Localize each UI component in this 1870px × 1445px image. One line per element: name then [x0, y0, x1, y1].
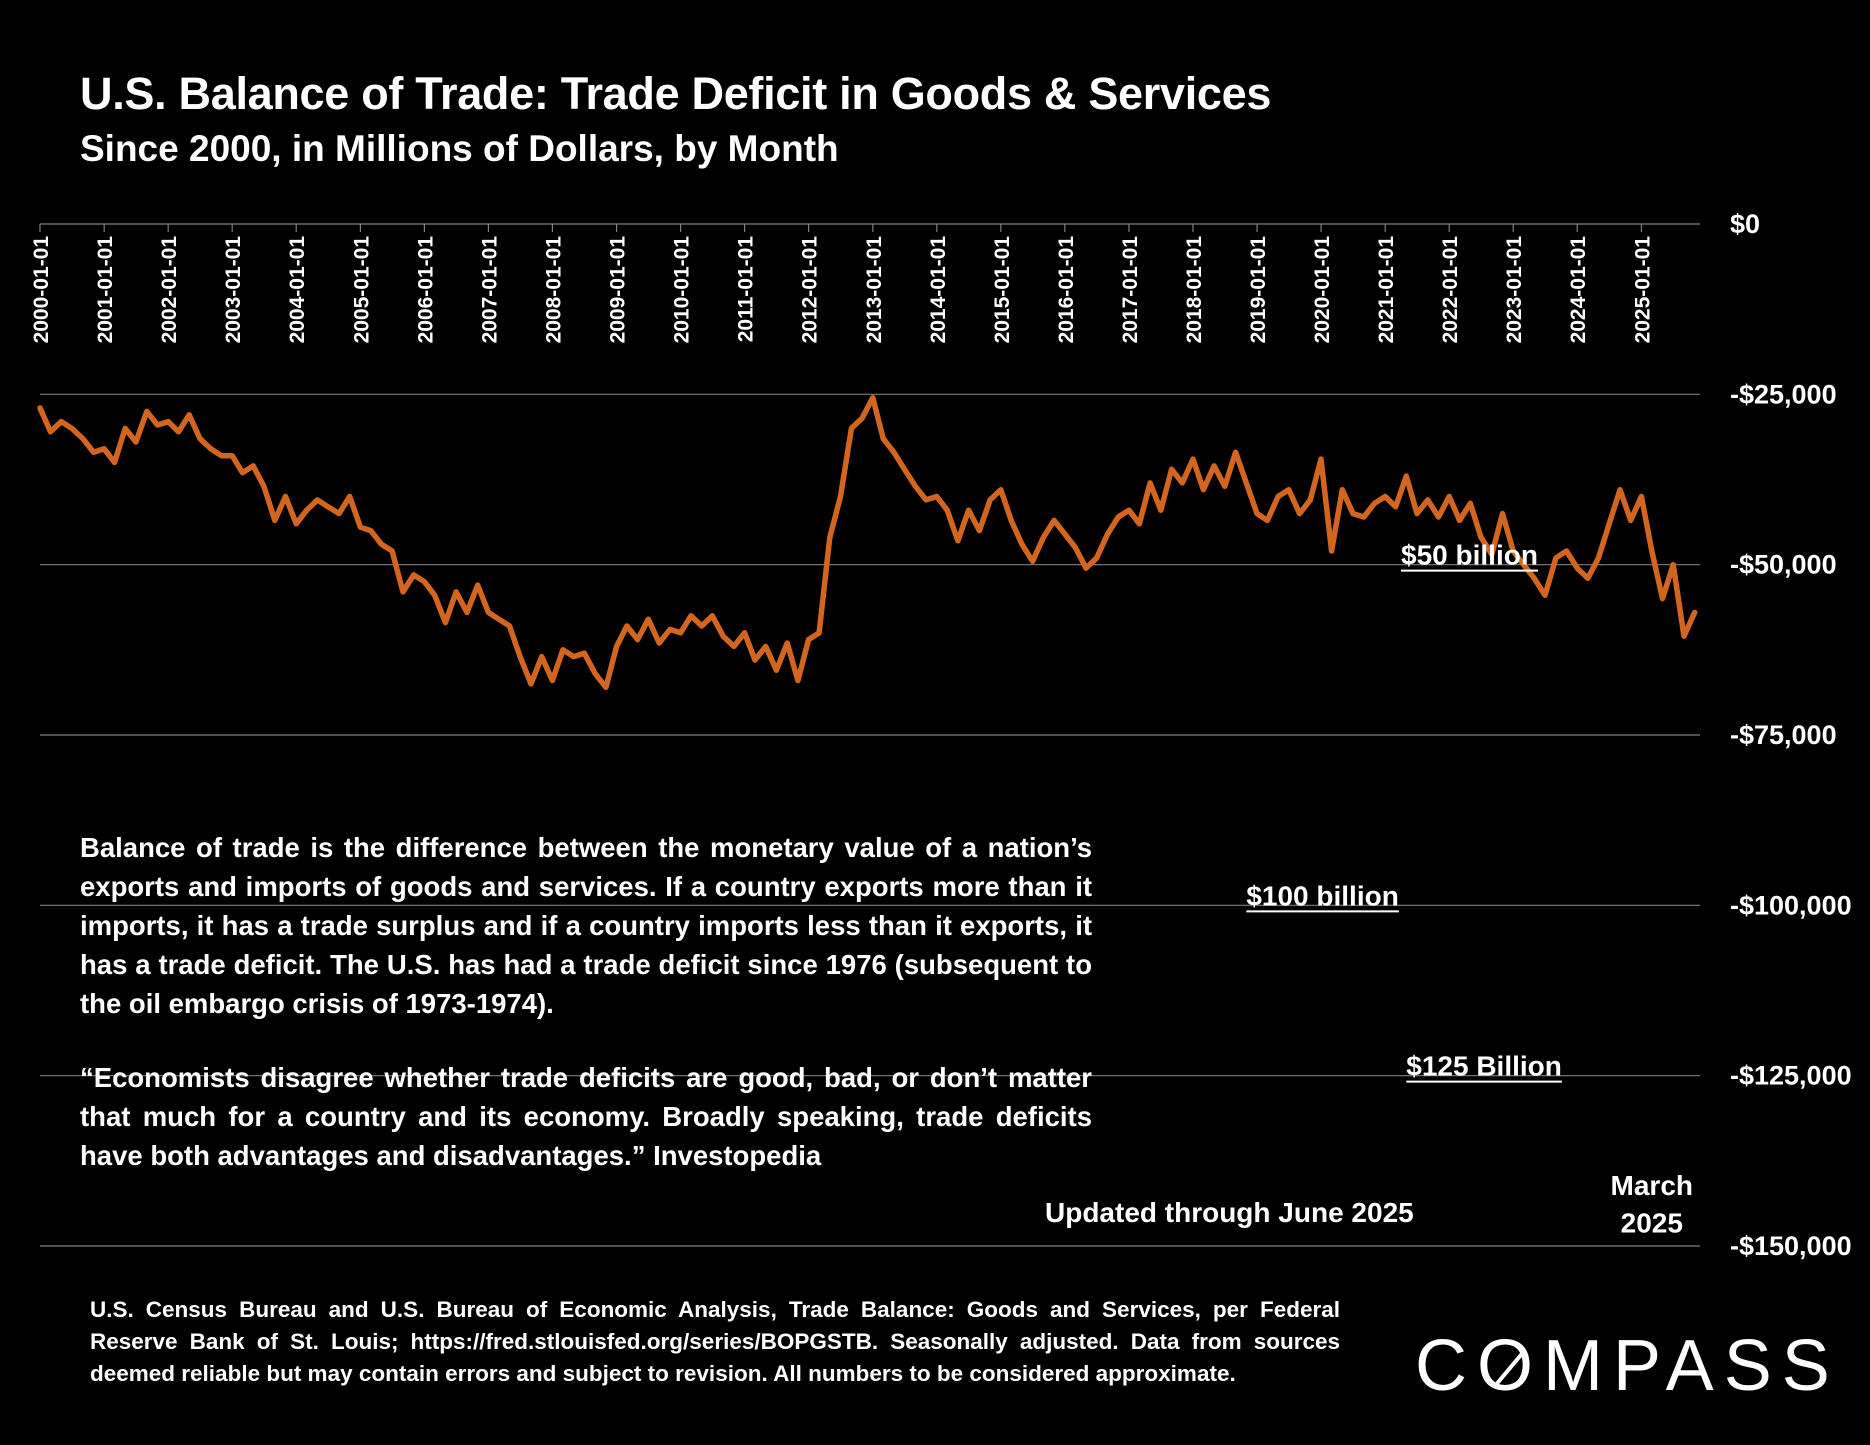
annotation-label: 2025	[1621, 1207, 1683, 1238]
y-tick-label: $0	[1730, 209, 1760, 239]
x-tick-label: 2004-01-01	[286, 236, 309, 344]
x-tick-label: 2020-01-01	[1311, 236, 1334, 344]
annotation-label: $125 Billion	[1406, 1051, 1562, 1082]
annotation-label: $100 billion	[1246, 880, 1399, 911]
x-tick-label: 2010-01-01	[671, 236, 694, 344]
x-tick-label: 2016-01-01	[1055, 236, 1078, 344]
y-tick-label: -$150,000	[1730, 1231, 1852, 1261]
y-tick-label: -$125,000	[1730, 1061, 1852, 1091]
x-tick-label: 2003-01-01	[222, 236, 245, 344]
x-tick-label: 2001-01-01	[94, 236, 117, 344]
source-footnote: U.S. Census Bureau and U.S. Bureau of Ec…	[90, 1297, 1340, 1386]
x-tick-label: 2017-01-01	[1119, 236, 1142, 344]
y-tick-label: -$25,000	[1730, 379, 1837, 409]
annotation-label: $50 billion	[1401, 540, 1538, 571]
updated-note: Updated through June 2025	[1045, 1197, 1414, 1228]
x-tick-label: 2005-01-01	[350, 236, 373, 344]
compass-logo: COMPASS	[1415, 1326, 1840, 1406]
x-tick-label: 2013-01-01	[863, 236, 886, 344]
annotation-label: March	[1611, 1170, 1693, 1201]
chart-title: U.S. Balance of Trade: Trade Deficit in …	[80, 68, 1272, 119]
x-tick-label: 2023-01-01	[1503, 236, 1526, 344]
x-tick-label: 2024-01-01	[1567, 236, 1590, 344]
y-tick-label: -$100,000	[1730, 890, 1852, 920]
x-tick-label: 2019-01-01	[1247, 236, 1270, 344]
x-tick-label: 2002-01-01	[158, 236, 181, 344]
y-tick-label: -$75,000	[1730, 720, 1837, 750]
x-tick-label: 2015-01-01	[991, 236, 1014, 344]
x-tick-label: 2014-01-01	[927, 236, 950, 344]
x-tick-label: 2021-01-01	[1375, 236, 1398, 344]
chart-subtitle: Since 2000, in Millions of Dollars, by M…	[80, 128, 839, 169]
y-tick-label: -$50,000	[1730, 550, 1837, 580]
definition-paragraph: Balance of trade is the difference betwe…	[80, 832, 1092, 1019]
quote-paragraph: “Economists disagree whether trade defic…	[80, 1062, 1092, 1171]
x-tick-label: 2012-01-01	[799, 236, 822, 344]
x-tick-label: 2022-01-01	[1439, 236, 1462, 344]
x-tick-label: 2018-01-01	[1183, 236, 1206, 344]
x-tick-label: 2006-01-01	[414, 236, 437, 344]
x-tick-label: 2008-01-01	[542, 236, 565, 344]
series-line	[37, 394, 1698, 691]
x-tick-label: 2011-01-01	[735, 236, 758, 343]
x-tick-label: 2000-01-01	[30, 236, 53, 344]
x-tick-label: 2025-01-01	[1631, 236, 1654, 344]
x-tick-label: 2007-01-01	[478, 236, 501, 344]
x-tick-label: 2009-01-01	[607, 236, 630, 344]
